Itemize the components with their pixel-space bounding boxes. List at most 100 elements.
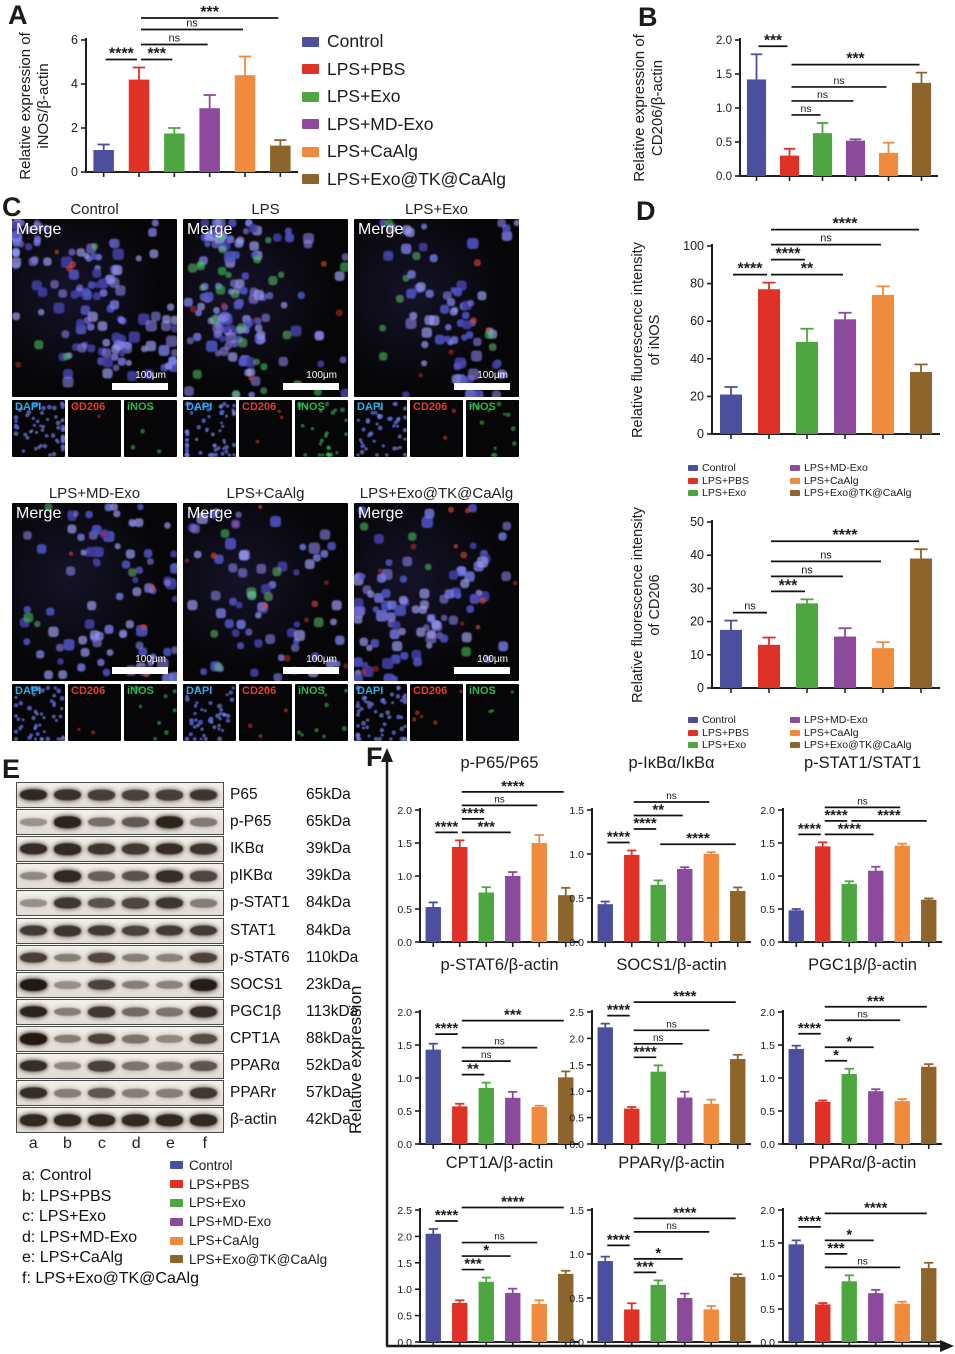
legend-item: LPS+Exo@TK@CaAlg [790, 739, 955, 752]
protein-band [20, 1114, 48, 1126]
blot-protein-name: PGC1β [230, 1002, 282, 1020]
legend-label: LPS+PBS [327, 58, 406, 79]
svg-text:ns: ns [666, 1019, 677, 1030]
svg-text:0.5: 0.5 [760, 904, 775, 916]
lane-key-line: c: LPS+Exo [22, 1208, 107, 1225]
fluorescence-dots [466, 400, 468, 402]
legend-label: LPS+PBS [702, 726, 749, 739]
blot-molecular-weight: 39kDa [306, 840, 351, 858]
protein-band [155, 897, 183, 909]
legend-label: Control [327, 31, 384, 52]
svg-text:PPARγ/β-actin: PPARγ/β-actin [618, 1154, 724, 1172]
svg-text:ns: ns [801, 564, 813, 576]
blot-protein-name: SOCS1 [230, 975, 283, 993]
svg-text:***: *** [764, 32, 783, 49]
fluorescence-dots [239, 684, 241, 686]
protein-band [20, 818, 48, 826]
legend-item: LPS+PBS [688, 727, 790, 740]
channel-image-inos: iNOS [295, 400, 348, 457]
fluorescence-dots [12, 400, 14, 402]
svg-text:Relative fluorescence intensit: Relative fluorescence intensity [630, 506, 646, 703]
svg-text:CD206/β-actin: CD206/β-actin [649, 60, 666, 156]
chart-F4: p-STAT6/β-actin0.00.51.01.52.0**nsns****… [397, 956, 579, 1151]
legend-item: LPS+MD-Exo [790, 462, 955, 475]
fluorescence-dots [12, 503, 14, 505]
svg-text:****: **** [435, 818, 459, 835]
chart-D1: Relative fluorescence intensity of iNOS 0 2… [630, 216, 940, 441]
blot-row: P65 65kDa [16, 782, 351, 808]
blot-strip [16, 1080, 224, 1107]
svg-text:****: **** [824, 807, 848, 824]
svg-text:***: *** [504, 1007, 522, 1024]
svg-text:ns: ns [744, 601, 756, 613]
blot-strip [16, 1053, 224, 1079]
panel-label-b: B [638, 2, 658, 32]
protein-band [88, 871, 116, 882]
protein-band [20, 843, 48, 855]
svg-text:***: *** [846, 51, 865, 68]
svg-text:20: 20 [690, 389, 704, 403]
legend-label: LPS+Exo@TK@CaAlg [189, 1251, 328, 1267]
svg-text:2.0: 2.0 [760, 1007, 775, 1019]
protein-band [54, 870, 82, 882]
protein-band [189, 1061, 217, 1071]
protein-band [189, 843, 217, 855]
blot-molecular-weight: 110kDa [306, 948, 359, 966]
panel-d-legend-cd206: Control LPS+PBS LPS+Exo LPS+MD-Exo LPS+CaAlg… [688, 714, 955, 752]
svg-text:6: 6 [71, 33, 78, 47]
protein-band [88, 925, 116, 936]
svg-text:1.0: 1.0 [397, 1284, 412, 1296]
fluorescence-dots [183, 503, 185, 505]
protein-band [189, 978, 217, 991]
svg-text:1.5: 1.5 [397, 1040, 412, 1052]
scale-bar [283, 383, 339, 390]
legend-label: LPS+CaAlg [804, 474, 859, 487]
svg-text:2.0: 2.0 [716, 35, 732, 47]
panel-e-legend: Control LPS+PBS LPS+Exo LPS+MD-Exo LPS+CaAlg… [170, 1156, 327, 1269]
svg-text:60: 60 [690, 314, 704, 328]
channel-thumbnails: DAPI CD206 iNOS [12, 684, 177, 741]
channel-label: CD206 [413, 401, 448, 413]
blot-lane-key: a: Control b: LPS+PBS c: LPS+Exo d: LPS+MD-… [22, 1166, 199, 1289]
channel-image-cd206: CD206 [410, 684, 463, 741]
fluorescence-dots [354, 219, 356, 221]
svg-text:0.0: 0.0 [760, 1337, 775, 1349]
fluorescence-dots [12, 219, 14, 221]
fluorescence-dots [124, 400, 126, 402]
legend-swatch-icon [170, 1236, 183, 1245]
legend-item: LPS+PBS [170, 1175, 327, 1194]
svg-text:2.5: 2.5 [569, 1007, 584, 1019]
svg-text:ns: ns [666, 1221, 677, 1232]
channel-image-cd206: CD206 [239, 400, 292, 457]
protein-band [20, 978, 48, 991]
svg-text:***: *** [464, 1256, 482, 1273]
legend-label: LPS+MD-Exo [804, 714, 868, 727]
micrograph-group: Control Merge 100μm DAPI CD206 iNOS [12, 200, 177, 457]
blot-row: PGC1β 113kDa [16, 998, 358, 1025]
svg-text:2.0: 2.0 [760, 1205, 775, 1217]
protein-band [54, 1061, 82, 1071]
svg-text:***: *** [147, 46, 166, 63]
svg-text:1.5: 1.5 [569, 1060, 584, 1072]
svg-text:p-STAT1/STAT1: p-STAT1/STAT1 [804, 754, 921, 772]
channel-image-dapi: DAPI [183, 400, 236, 457]
legend-swatch-icon [790, 729, 800, 736]
protein-band [189, 899, 217, 908]
protein-band [189, 1006, 217, 1018]
legend-item: LPS+CaAlg [302, 138, 506, 166]
svg-text:0.5: 0.5 [760, 1106, 775, 1118]
protein-band [20, 872, 48, 881]
merge-image: Merge 100μm [354, 219, 519, 397]
lane-letter: d [131, 1135, 141, 1152]
legend-swatch-icon [688, 742, 698, 749]
svg-text:ns: ns [817, 89, 828, 101]
blot-row: pIKBα 39kDa [16, 863, 351, 890]
svg-text:Relative expression of: Relative expression of [17, 31, 34, 179]
svg-text:1.0: 1.0 [569, 1249, 584, 1261]
svg-text:****: **** [833, 527, 859, 544]
svg-text:1.5: 1.5 [569, 1205, 584, 1217]
protein-band [155, 980, 183, 989]
lane-letter: c [97, 1135, 106, 1152]
protein-band [189, 789, 217, 801]
